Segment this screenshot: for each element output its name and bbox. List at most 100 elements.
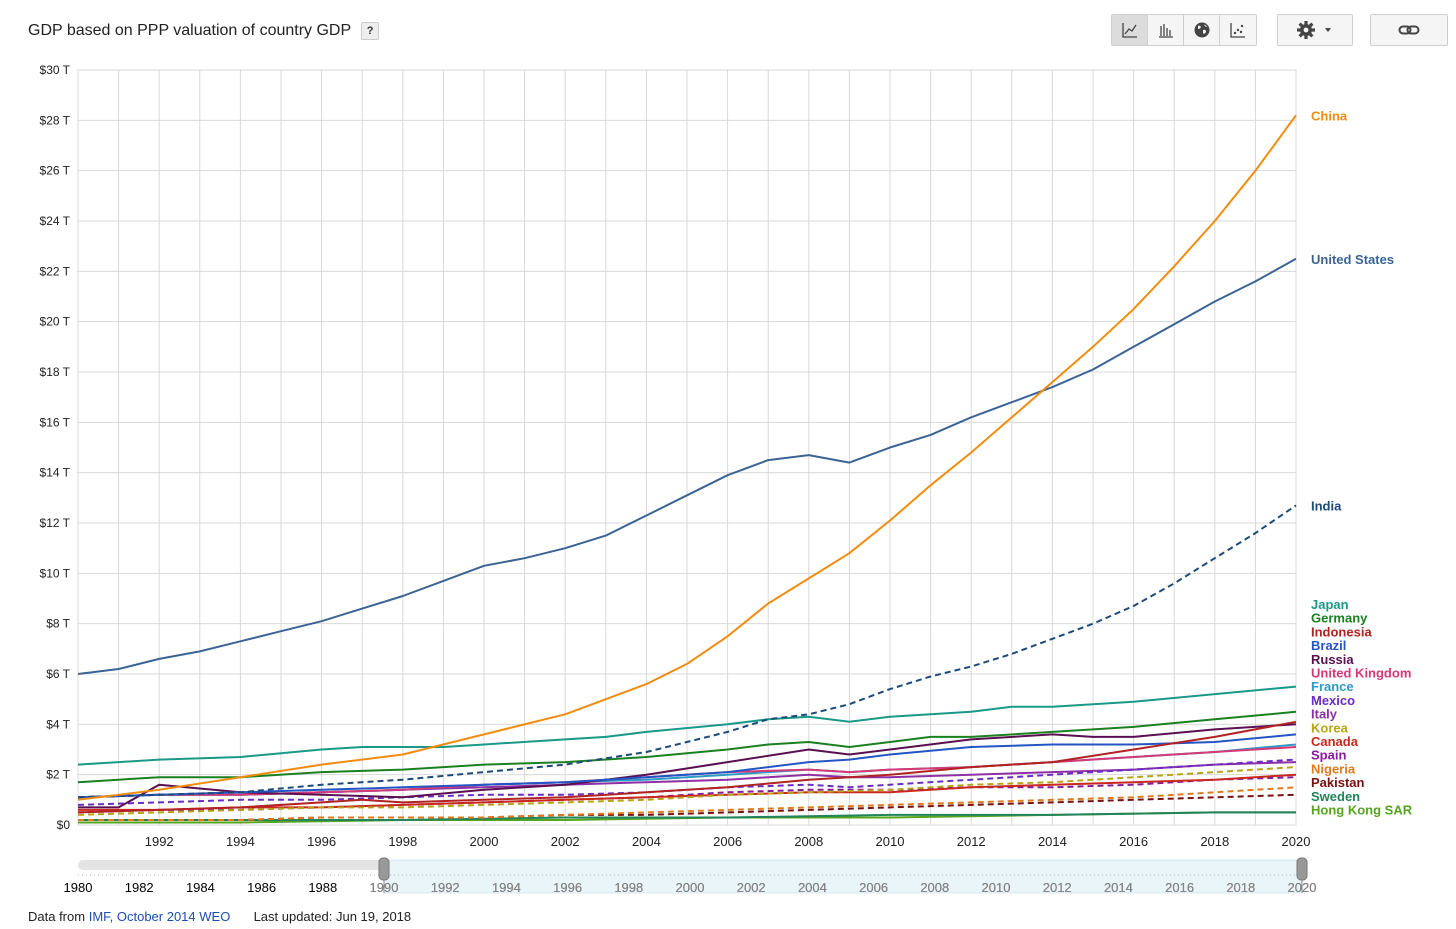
y-tick-label: $28 T: [40, 113, 71, 127]
range-overview-label: 2016: [1165, 880, 1194, 895]
range-label: 2012: [1043, 880, 1072, 895]
range-overview-label: 2000: [676, 880, 705, 895]
range-overview-label: 1996: [553, 880, 582, 895]
y-tick-label: $0: [57, 818, 71, 832]
y-tick-label: $14 T: [40, 466, 71, 480]
page-title: GDP based on PPP valuation of country GD…: [28, 22, 352, 39]
source-prefix: Data from: [28, 909, 86, 924]
legend-label-japan[interactable]: Japan: [1311, 597, 1349, 612]
y-tick-label: $22 T: [40, 264, 71, 278]
series-line-india[interactable]: [77, 504, 1297, 799]
legend-label-pakistan[interactable]: Pakistan: [1311, 775, 1365, 790]
range-label: 1980: [64, 880, 93, 895]
series-line-canada[interactable]: [78, 773, 1297, 811]
range-label: 1996: [553, 880, 582, 895]
chevron-down-icon: [1325, 28, 1331, 32]
legend-label-indonesia[interactable]: Indonesia: [1311, 624, 1372, 639]
bar-chart-button[interactable]: [1148, 15, 1184, 45]
range-handle-start[interactable]: [378, 857, 390, 881]
help-button[interactable]: ?: [361, 22, 380, 40]
legend-label-united-kingdom[interactable]: United Kingdom: [1311, 666, 1411, 681]
series-line-spain[interactable]: [77, 776, 1297, 814]
legend-label-brazil[interactable]: Brazil: [1311, 638, 1346, 653]
range-overview-label: 2012: [1043, 880, 1072, 895]
series-line-united-states[interactable]: [77, 257, 1297, 675]
range-label: 2002: [737, 880, 766, 895]
x-tick-label: 2016: [1119, 834, 1148, 849]
legend-label-france[interactable]: France: [1311, 679, 1354, 694]
legend-label-spain[interactable]: Spain: [1311, 748, 1346, 763]
range-label: 2006: [859, 880, 888, 895]
y-tick-label: $10 T: [40, 566, 71, 580]
link-button-group: [1370, 14, 1448, 46]
range-label: 2018: [1226, 880, 1255, 895]
map-globe-icon: [1194, 22, 1209, 38]
y-tick-label: $16 T: [40, 415, 71, 429]
legend-label-mexico[interactable]: Mexico: [1311, 693, 1355, 708]
range-label: 2010: [982, 880, 1011, 895]
legend-label-russia[interactable]: Russia: [1311, 652, 1354, 667]
line-chart: $0 $2 T $4 T $6 T $8 T $10 T $12 T $14 T $16 T $1…: [40, 63, 1413, 895]
legend-label-italy[interactable]: Italy: [1311, 707, 1338, 722]
range-overview-label: 1994: [492, 880, 521, 895]
scatter-chart-button[interactable]: [1220, 15, 1256, 45]
series-line-nigeria[interactable]: [78, 786, 1297, 821]
range-label: 1984: [186, 880, 215, 895]
range-overview-label: 2014: [1104, 880, 1133, 895]
legend-label-sweden[interactable]: Sweden: [1311, 789, 1360, 804]
x-axis: 1992 1994 1996 1998 2000 2002 2004 2006 2008 2010…: [145, 834, 1311, 849]
x-tick-label: 2014: [1038, 834, 1067, 849]
line-chart-icon: [1121, 23, 1137, 38]
x-tick-label: 2018: [1200, 834, 1229, 849]
range-selected-window[interactable]: [383, 859, 1303, 894]
range-label: 1988: [308, 880, 337, 895]
y-tick-label: $20 T: [40, 315, 71, 329]
y-tick-label: $6 T: [46, 667, 70, 681]
x-tick-label: 1992: [145, 834, 174, 849]
y-tick-label: $2 T: [46, 768, 70, 782]
series-line-indonesia[interactable]: [77, 720, 1297, 814]
y-tick-label: $4 T: [46, 717, 70, 731]
legend-label-united-states[interactable]: United States: [1311, 252, 1394, 267]
series-line-brazil[interactable]: [77, 733, 1297, 799]
series-line-mexico[interactable]: [77, 758, 1297, 806]
x-tick-label: 1998: [388, 834, 417, 849]
series-line-japan[interactable]: [77, 685, 1297, 766]
series-line-sweden[interactable]: [78, 811, 1296, 821]
footer: Data from IMF, October 2014 WEO Last upd…: [28, 909, 411, 924]
settings-button[interactable]: [1278, 15, 1352, 45]
y-tick-label: $26 T: [40, 164, 71, 178]
range-label: 2000: [676, 880, 705, 895]
x-tick-label: 1996: [307, 834, 336, 849]
legend-label-nigeria[interactable]: Nigeria: [1311, 761, 1356, 776]
time-range-selector[interactable]: 1980 1982 1984 1986 1988 1990 1992 1994 1996 1998…: [64, 857, 1317, 895]
y-tick-label: $30 T: [40, 63, 71, 77]
y-tick-label: $24 T: [40, 214, 71, 228]
legend-label-india[interactable]: India: [1311, 498, 1342, 513]
range-label: 2008: [920, 880, 949, 895]
link-button[interactable]: [1371, 15, 1447, 45]
series-lines[interactable]: [77, 114, 1297, 824]
series-line-germany[interactable]: [77, 710, 1297, 784]
line-chart-button[interactable]: [1112, 15, 1148, 45]
legend-label-china[interactable]: China: [1311, 108, 1348, 123]
x-tick-label: 1994: [226, 834, 255, 849]
link-icon: [1398, 25, 1420, 35]
x-tick-label: 2000: [470, 834, 499, 849]
range-overview-label: 2004: [798, 880, 827, 895]
x-tick-label: 2006: [713, 834, 742, 849]
legend-label-hong-kong-sar[interactable]: Hong Kong SAR: [1311, 803, 1413, 818]
legend-label-canada[interactable]: Canada: [1311, 734, 1359, 749]
range-overview-label: 2018: [1226, 880, 1255, 895]
range-overview-label: 1998: [614, 880, 643, 895]
settings-dropdown[interactable]: [1277, 14, 1353, 46]
series-line-china[interactable]: [77, 114, 1297, 801]
legend-label-germany[interactable]: Germany: [1311, 611, 1368, 626]
map-button[interactable]: [1184, 15, 1220, 45]
x-tick-label: 2012: [957, 834, 986, 849]
range-handle-end[interactable]: [1296, 857, 1308, 881]
source-link[interactable]: IMF, October 2014 WEO: [88, 909, 231, 924]
series-line-korea[interactable]: [77, 766, 1297, 816]
legend-label-korea[interactable]: Korea: [1311, 720, 1349, 735]
range-overview-label: 1992: [431, 880, 460, 895]
